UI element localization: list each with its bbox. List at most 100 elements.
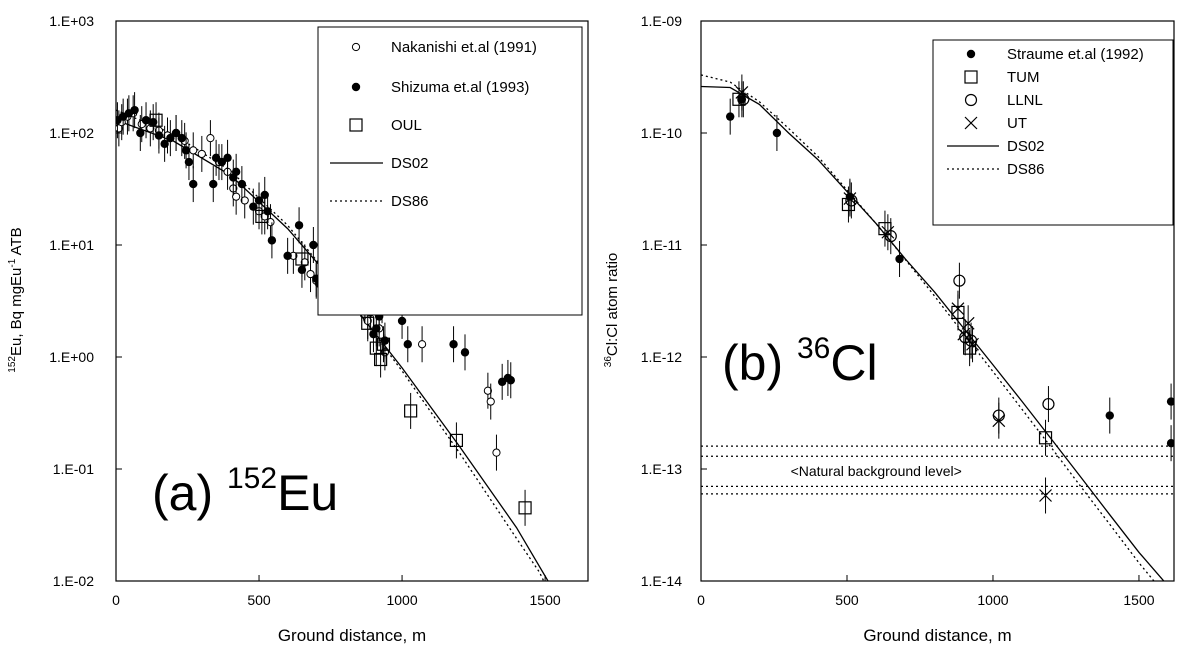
data-point (884, 230, 897, 243)
data-point (295, 252, 309, 266)
data-point (240, 196, 249, 205)
y-tick-label: 1.E-14 (641, 573, 682, 589)
y-tick-label: 1.E-13 (641, 461, 682, 477)
legend-label: DS86 (1007, 161, 1045, 178)
legend-label: DS02 (1007, 138, 1045, 155)
legend-marker (351, 82, 361, 92)
x-axis-label: Ground distance, m (278, 626, 426, 645)
y-axis-label-text: Eu, Bq mgEu (8, 268, 25, 356)
panel-label-symbol: Cl (830, 335, 877, 391)
data-point (217, 157, 227, 167)
curve-ds86 (701, 74, 1155, 581)
data-point (148, 117, 158, 127)
panel-label-symbol: Eu (277, 465, 338, 521)
data-point (209, 179, 218, 189)
data-point (725, 112, 735, 121)
legend: Straume et.al (1992) TUM LLNL UT DS02 DS86 (932, 39, 1174, 226)
data-point (1166, 438, 1174, 448)
data-point (249, 202, 258, 211)
data-point (237, 179, 247, 189)
x-axis-label: Ground distance, m (863, 626, 1011, 645)
x-tick-label: 500 (835, 592, 859, 608)
x-tick-label: 1500 (530, 592, 561, 608)
y-axis-label-superscript: -1 (7, 258, 18, 267)
data-point (189, 179, 198, 189)
panel-b: 1.E-09 1.E-10 1.E-11 1.E-12 1.E-13 1.E-14 0 500… (603, 13, 1175, 645)
data-point (397, 316, 407, 326)
panel-label-text: (b) (722, 335, 797, 391)
legend-label: DS02 (391, 155, 429, 172)
data-point (953, 274, 966, 287)
panel-label-mass: 36 (797, 332, 830, 365)
data-point (460, 348, 470, 357)
legend-label: UT (1007, 115, 1027, 132)
y-tick-label: 1.E-11 (642, 237, 682, 253)
data-point (403, 340, 412, 349)
data-point (254, 196, 264, 205)
legend-label: LLNL (1007, 92, 1043, 109)
data-point (772, 128, 782, 138)
x-tick-label: 1500 (1123, 592, 1154, 608)
data-point (506, 376, 515, 385)
x-tick-label: 1000 (386, 592, 417, 608)
data-point (141, 116, 151, 125)
curve-ds02 (701, 85, 1165, 581)
data-point (211, 153, 221, 163)
data-point (449, 433, 464, 448)
y-axis-label-superscript: 36 (603, 356, 614, 368)
data-point (483, 386, 492, 395)
data-point (306, 269, 315, 279)
panel-label-mass: 152 (227, 462, 277, 495)
data-point (735, 86, 749, 99)
x-tick-label: 1000 (977, 592, 1008, 608)
x-tick-label: 0 (697, 592, 705, 608)
legend-marker (966, 49, 976, 59)
data-point (486, 397, 495, 406)
y-tick-label: 1.E+03 (49, 13, 94, 29)
y-axis-label-superscript: 152 (7, 356, 18, 373)
data-point (1039, 489, 1052, 502)
data-point (1105, 411, 1114, 420)
plot-area (701, 74, 1174, 581)
y-tick-label: 1.E+02 (49, 125, 94, 141)
annotation-label: <Natural background level> (791, 463, 962, 479)
data-point (732, 92, 746, 106)
data-point (171, 128, 181, 138)
legend-label: Shizuma et.al (1993) (391, 79, 529, 96)
data-point (206, 134, 215, 143)
data-point (449, 340, 458, 349)
legend-label: Straume et.al (1992) (1007, 46, 1144, 63)
data-point (177, 133, 186, 143)
data-point (1042, 397, 1055, 411)
y-axis-label-text: Cl:Cl atom ratio (604, 253, 621, 356)
legend-label: Nakanishi et.al (1991) (391, 39, 537, 56)
data-point (136, 128, 145, 138)
data-point (283, 251, 292, 261)
legend-box (932, 39, 1174, 226)
data-point (843, 192, 857, 205)
y-axis-label-text: ATB (8, 227, 25, 258)
data-point (260, 190, 269, 200)
panel-a: 1.E+03 1.E+02 1.E+01 1.E+00 1.E-01 1.E-02 0 500… (7, 13, 589, 645)
data-point (149, 113, 163, 127)
data-point (130, 105, 139, 115)
panel-label: (a) 152Eu (152, 462, 338, 521)
data-point (309, 240, 318, 250)
data-point (951, 302, 965, 316)
data-point (492, 448, 501, 457)
data-point (518, 501, 532, 515)
data-point (267, 236, 277, 245)
legend-marker (351, 42, 361, 52)
legend-label: OUL (391, 117, 422, 134)
data-point (181, 146, 191, 155)
data-point (184, 157, 194, 167)
data-point (992, 414, 1006, 428)
data-point (223, 153, 232, 163)
x-tick-label: 500 (247, 592, 271, 608)
data-point (361, 316, 375, 330)
y-tick-label: 1.E+01 (49, 237, 94, 253)
legend-marker (964, 116, 978, 130)
data-point (895, 254, 904, 264)
data-point (231, 167, 241, 177)
y-tick-label: 1.E-12 (641, 349, 682, 365)
